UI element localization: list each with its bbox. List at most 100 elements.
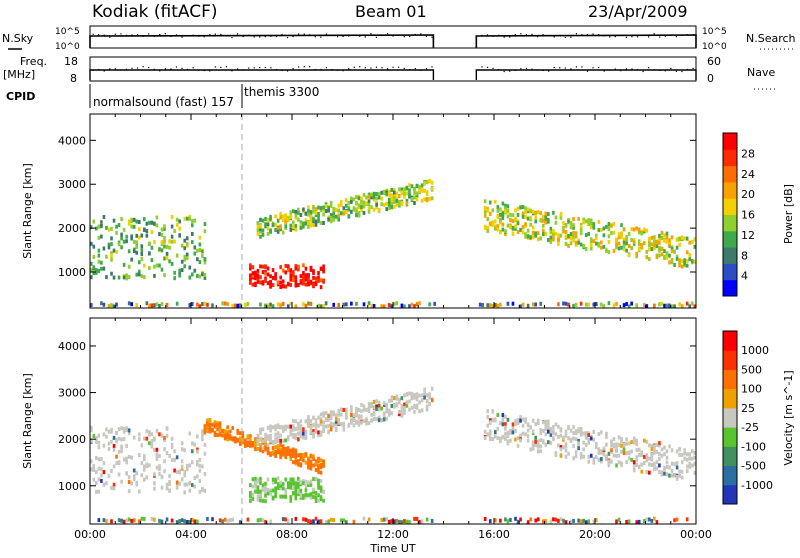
heatmap-cell [153, 481, 156, 486]
heatmap-cell [670, 304, 674, 309]
heatmap-cell [625, 460, 628, 465]
heatmap-cell [569, 428, 573, 433]
heatmap-cell [430, 180, 434, 185]
heatmap-cell [304, 221, 308, 226]
heatmap-cell [140, 516, 144, 521]
heatmap-cell [625, 301, 628, 306]
heatmap-cell [524, 222, 527, 227]
heatmap-cell [362, 192, 366, 197]
heatmap-cell [153, 486, 156, 491]
heatmap-cell [592, 239, 596, 244]
heatmap-cell [494, 302, 497, 307]
heatmap-cell [345, 209, 348, 214]
heatmap-cell [567, 219, 570, 224]
heatmap-cell [423, 197, 426, 202]
heatmap-cell [264, 441, 267, 446]
heatmap-cell [630, 449, 633, 454]
heatmap-cell [514, 216, 517, 221]
heatmap-cell [271, 445, 275, 450]
heatmap-cell [587, 459, 591, 464]
heatmap-cell [673, 462, 676, 467]
heatmap-cell [127, 249, 131, 254]
heatmap-cell [97, 253, 101, 258]
heatmap-cell [564, 433, 568, 438]
heatmap-cell [400, 520, 404, 525]
heatmap-cell [153, 240, 156, 245]
heatmap-cell [158, 464, 161, 469]
heatmap-cell [302, 431, 305, 436]
heatmap-cell [117, 242, 121, 247]
heatmap-cell [314, 429, 318, 434]
heatmap-cell [302, 495, 305, 500]
heatmap-cell [342, 427, 346, 432]
heatmap-cell [281, 279, 285, 284]
heatmap-cell [279, 284, 282, 289]
heatmap-cell [256, 224, 260, 229]
heatmap-cell [362, 204, 366, 209]
heatmap-cell [191, 272, 194, 277]
colorbar-swatch [723, 388, 737, 409]
nsky-line-segment [475, 34, 697, 48]
heatmap-cell [259, 428, 262, 433]
heatmap-cell [678, 258, 681, 263]
heatmap-cell [183, 264, 187, 269]
heatmap-cell [322, 267, 325, 272]
heatmap-cell [650, 462, 654, 467]
heatmap-cell [97, 224, 101, 229]
heatmap-cell [547, 238, 550, 243]
heatmap-cell [259, 498, 262, 503]
heatmap-cell [534, 219, 537, 224]
nsearch-dot [159, 33, 161, 36]
heatmap-cell [511, 213, 515, 218]
heatmap-cell [367, 301, 371, 306]
heatmap-cell [587, 231, 591, 236]
heatmap-cell [549, 432, 553, 437]
heatmap-cell [97, 235, 101, 240]
heatmap-cell [191, 301, 194, 306]
heatmap-cell [297, 492, 300, 497]
nsearch-dot [536, 36, 539, 38]
heatmap-cell [660, 470, 664, 475]
heatmap-cell [521, 423, 525, 428]
heatmap-cell [261, 264, 265, 269]
heatmap-cell [137, 219, 141, 224]
heatmap-cell [213, 433, 217, 438]
heatmap-cell [254, 438, 257, 443]
heatmap-cell [367, 202, 371, 207]
heatmap-cell [175, 520, 179, 525]
heatmap-cell [319, 419, 323, 424]
heatmap-cell [292, 486, 295, 491]
heatmap-cell [637, 519, 641, 524]
heatmap-cell [415, 392, 419, 397]
nsearch-dot [375, 36, 378, 38]
heatmap-cell [377, 207, 381, 212]
heatmap-cell [107, 227, 111, 232]
heatmap-cell [610, 441, 613, 446]
heatmap-cell [155, 456, 159, 461]
heatmap-cell [589, 240, 593, 245]
heatmap-cell [635, 457, 638, 462]
heatmap-cell [665, 455, 669, 460]
heatmap-cell [137, 269, 141, 274]
heatmap-cell [612, 453, 616, 458]
heatmap-cell [249, 263, 252, 268]
y-tick-label: 1000 [58, 266, 86, 279]
heatmap-cell [642, 519, 646, 524]
heatmap-cell [289, 495, 293, 500]
heatmap-cell [557, 434, 560, 439]
heatmap-cell [314, 490, 318, 495]
heatmap-cell [428, 178, 431, 183]
heatmap-cell [483, 206, 487, 211]
heatmap-cell [317, 278, 320, 283]
heatmap-cell [120, 444, 123, 449]
heatmap-cell [279, 447, 282, 452]
heatmap-cell [536, 443, 540, 448]
heatmap-cell [170, 518, 174, 523]
heatmap-cell [201, 433, 204, 438]
heatmap-cell [680, 460, 684, 465]
heatmap-cell [408, 391, 411, 396]
heatmap-cell [125, 276, 128, 281]
heatmap-cell [284, 494, 288, 499]
heatmap-cell [403, 405, 406, 410]
heatmap-cell [284, 438, 288, 443]
